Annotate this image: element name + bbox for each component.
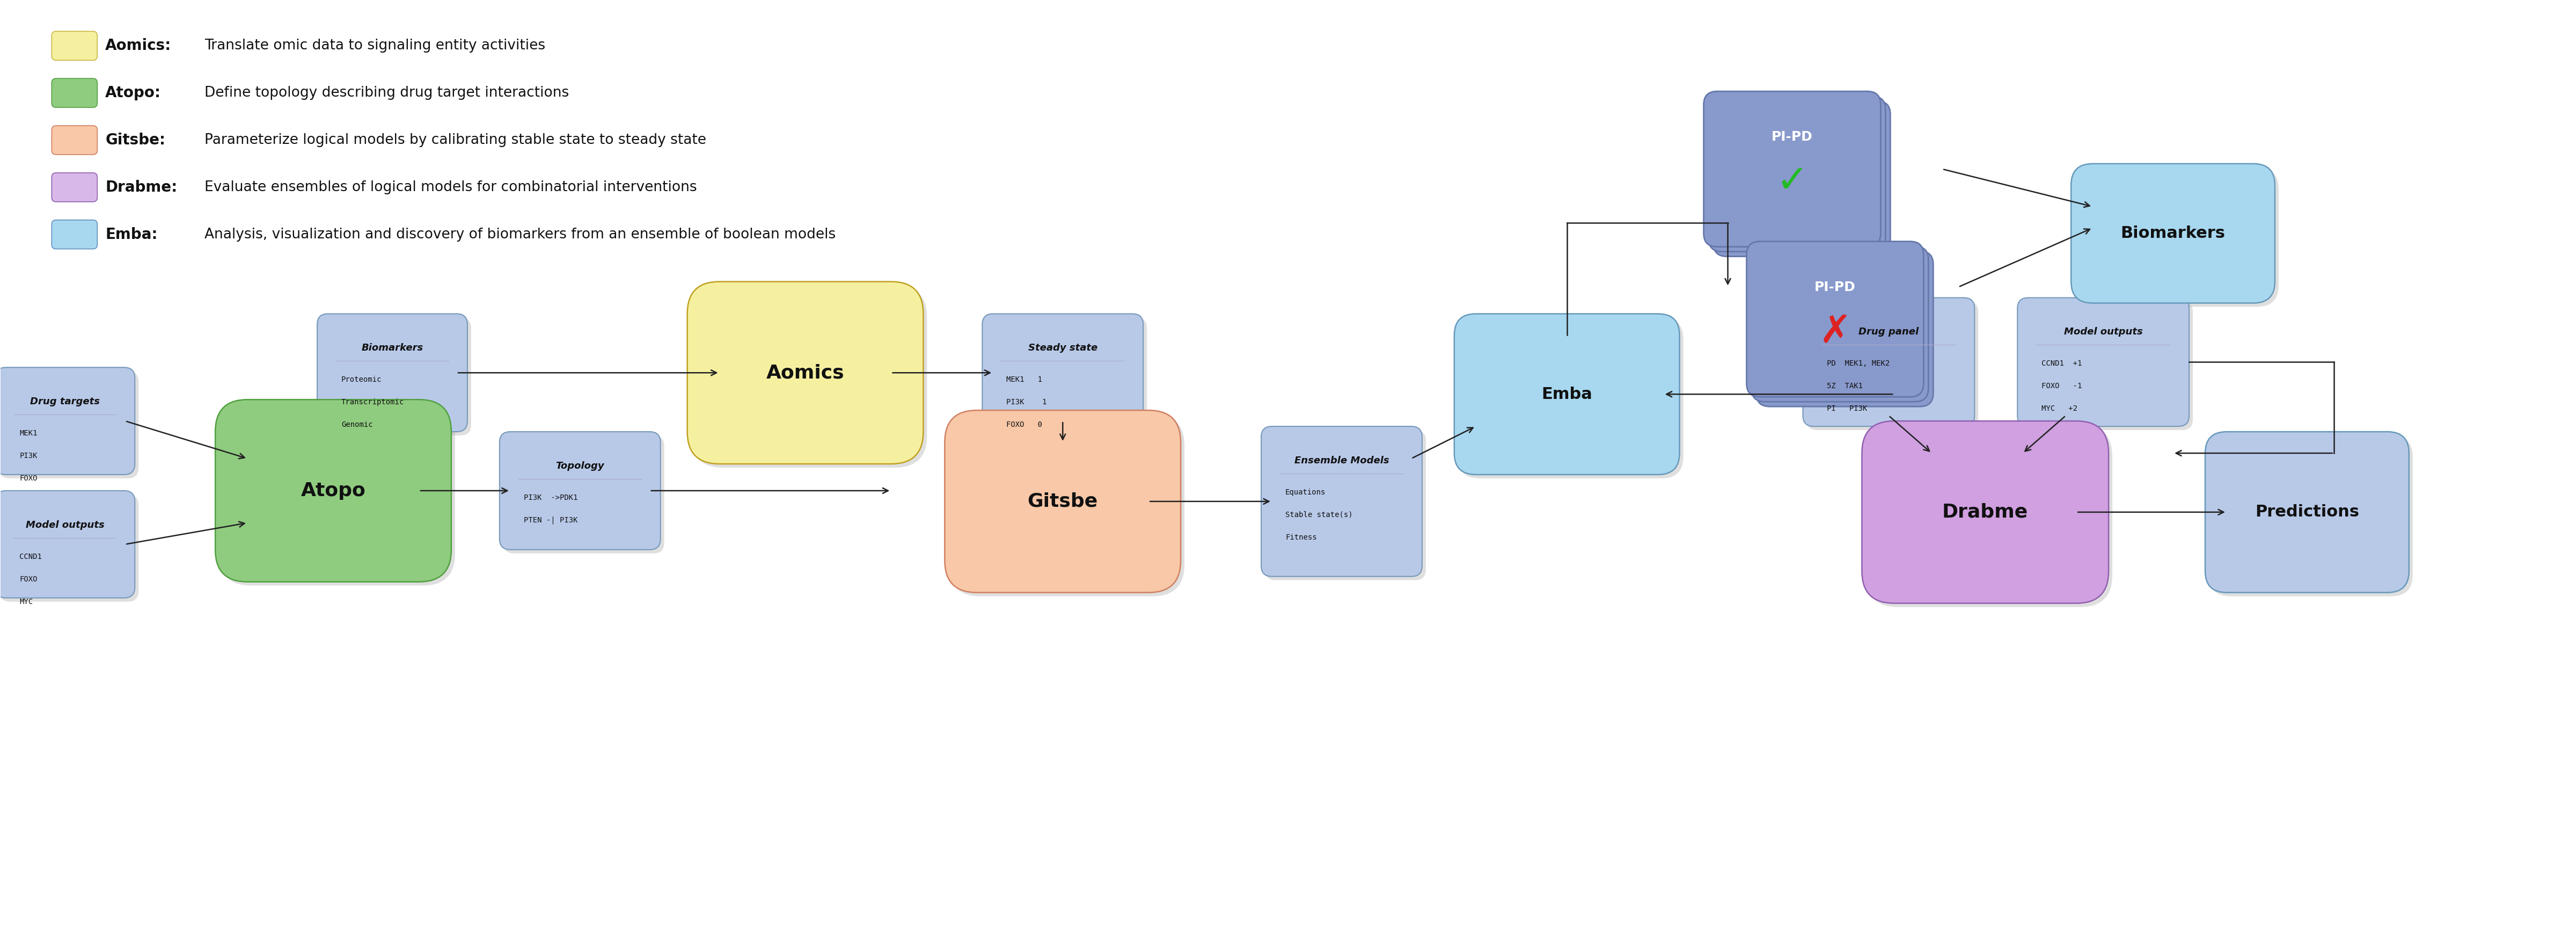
- FancyBboxPatch shape: [948, 414, 1185, 596]
- Text: MEK1: MEK1: [21, 429, 39, 437]
- Text: FOXO   0: FOXO 0: [1007, 421, 1043, 428]
- FancyBboxPatch shape: [2071, 164, 2275, 304]
- FancyBboxPatch shape: [52, 220, 98, 249]
- FancyBboxPatch shape: [2074, 168, 2280, 307]
- Text: Drabme: Drabme: [1942, 503, 2027, 521]
- Text: Atopo:: Atopo:: [106, 86, 162, 101]
- FancyBboxPatch shape: [2017, 298, 2190, 426]
- FancyBboxPatch shape: [52, 126, 98, 155]
- FancyBboxPatch shape: [1713, 101, 1891, 256]
- Text: FOXO: FOXO: [21, 475, 39, 482]
- Text: PI-PD: PI-PD: [1814, 280, 1855, 293]
- FancyBboxPatch shape: [0, 494, 139, 601]
- Text: Predictions: Predictions: [2254, 505, 2360, 519]
- Text: Drabme:: Drabme:: [106, 180, 178, 195]
- FancyBboxPatch shape: [52, 78, 98, 107]
- FancyBboxPatch shape: [1803, 298, 1976, 426]
- Text: ✗: ✗: [1819, 314, 1852, 351]
- FancyBboxPatch shape: [317, 314, 466, 432]
- Text: Evaluate ensembles of logical models for combinatorial interventions: Evaluate ensembles of logical models for…: [204, 181, 698, 195]
- Text: Analysis, visualization and discovery of biomarkers from an ensemble of boolean : Analysis, visualization and discovery of…: [204, 227, 835, 241]
- FancyBboxPatch shape: [1862, 421, 2110, 603]
- FancyBboxPatch shape: [0, 491, 134, 598]
- Text: MYC   +2: MYC +2: [2043, 405, 2076, 412]
- Text: Emba: Emba: [1540, 386, 1592, 402]
- Text: Transcriptomic: Transcriptomic: [343, 398, 404, 406]
- Text: FOXO   -1: FOXO -1: [2043, 383, 2081, 390]
- FancyBboxPatch shape: [0, 368, 134, 475]
- Text: Define topology describing drug target interactions: Define topology describing drug target i…: [204, 86, 569, 100]
- FancyBboxPatch shape: [2205, 432, 2409, 592]
- FancyBboxPatch shape: [500, 432, 659, 549]
- Text: Drug targets: Drug targets: [31, 397, 100, 407]
- Text: MYC: MYC: [21, 598, 33, 605]
- Text: Translate omic data to signaling entity activities: Translate omic data to signaling entity …: [204, 39, 546, 53]
- FancyBboxPatch shape: [1747, 241, 1924, 397]
- Text: Emba:: Emba:: [106, 227, 157, 242]
- FancyBboxPatch shape: [688, 282, 922, 464]
- FancyBboxPatch shape: [52, 32, 98, 61]
- FancyBboxPatch shape: [981, 314, 1144, 432]
- Text: PI3K: PI3K: [21, 452, 39, 460]
- Text: Biomarkers: Biomarkers: [361, 344, 422, 353]
- FancyBboxPatch shape: [2210, 436, 2414, 596]
- Text: Topology: Topology: [556, 461, 605, 471]
- FancyBboxPatch shape: [1752, 247, 1929, 401]
- FancyBboxPatch shape: [52, 173, 98, 202]
- FancyBboxPatch shape: [1865, 425, 2112, 607]
- Text: PI3K    1: PI3K 1: [1007, 398, 1046, 406]
- Text: FOXO: FOXO: [21, 575, 39, 583]
- FancyBboxPatch shape: [502, 436, 665, 553]
- FancyBboxPatch shape: [0, 371, 139, 479]
- Text: PTEN -| PI3K: PTEN -| PI3K: [523, 517, 577, 524]
- Text: Fitness: Fitness: [1285, 533, 1316, 541]
- Text: Parameterize logical models by calibrating stable state to steady state: Parameterize logical models by calibrati…: [204, 133, 706, 147]
- FancyBboxPatch shape: [1265, 430, 1427, 580]
- FancyBboxPatch shape: [690, 286, 927, 467]
- Text: Equations: Equations: [1285, 489, 1327, 496]
- FancyBboxPatch shape: [1703, 91, 1880, 247]
- Text: Steady state: Steady state: [1028, 344, 1097, 353]
- FancyBboxPatch shape: [1757, 251, 1932, 407]
- Text: Aomics: Aomics: [765, 364, 845, 382]
- Text: CCND1  +1: CCND1 +1: [2043, 360, 2081, 368]
- Text: CCND1: CCND1: [21, 553, 41, 560]
- Text: Gitsbe:: Gitsbe:: [106, 132, 165, 148]
- FancyBboxPatch shape: [1458, 317, 1682, 479]
- FancyBboxPatch shape: [945, 411, 1180, 592]
- Text: MEK1   1: MEK1 1: [1007, 376, 1043, 384]
- Text: Drug panel: Drug panel: [1860, 327, 1919, 337]
- FancyBboxPatch shape: [987, 317, 1146, 436]
- Text: Model outputs: Model outputs: [2063, 327, 2143, 337]
- Text: Ensemble Models: Ensemble Models: [1293, 456, 1388, 466]
- Text: Proteomic: Proteomic: [343, 376, 381, 384]
- Text: Genomic: Genomic: [343, 421, 374, 428]
- FancyBboxPatch shape: [219, 403, 456, 586]
- Text: 5Z  TAK1: 5Z TAK1: [1826, 383, 1862, 390]
- FancyBboxPatch shape: [1806, 302, 1978, 430]
- Text: PI-PD: PI-PD: [1772, 130, 1814, 143]
- Text: PI   PI3K: PI PI3K: [1826, 405, 1868, 412]
- FancyBboxPatch shape: [1455, 314, 1680, 475]
- Text: Stable state(s): Stable state(s): [1285, 511, 1352, 519]
- Text: PD  MEK1, MEK2: PD MEK1, MEK2: [1826, 360, 1891, 368]
- Text: PI3K  ->PDK1: PI3K ->PDK1: [523, 494, 577, 502]
- Text: Gitsbe: Gitsbe: [1028, 492, 1097, 510]
- Text: ✓: ✓: [1775, 164, 1808, 200]
- FancyBboxPatch shape: [216, 399, 451, 582]
- Text: Model outputs: Model outputs: [26, 520, 106, 530]
- Text: Biomarkers: Biomarkers: [2120, 225, 2226, 241]
- FancyBboxPatch shape: [2022, 302, 2192, 430]
- FancyBboxPatch shape: [322, 317, 471, 436]
- Text: Atopo: Atopo: [301, 481, 366, 500]
- FancyBboxPatch shape: [1708, 96, 1886, 251]
- FancyBboxPatch shape: [1262, 426, 1422, 576]
- Text: Aomics:: Aomics:: [106, 38, 173, 53]
